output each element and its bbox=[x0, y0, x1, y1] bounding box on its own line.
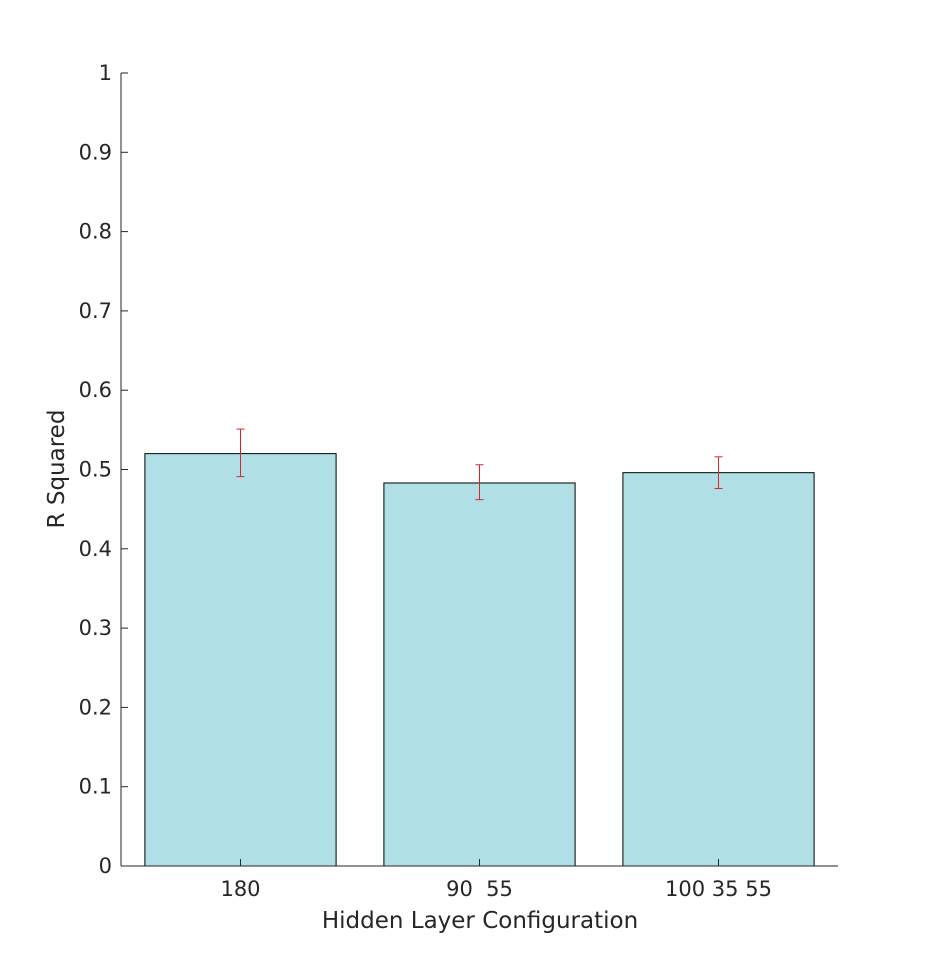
bar bbox=[383, 482, 576, 867]
y-tick-label: 0 bbox=[99, 854, 112, 878]
y-axis-title: R Squared bbox=[44, 410, 70, 529]
y-tick-label: 0.8 bbox=[79, 220, 112, 244]
x-tick-label: 90 55 bbox=[446, 877, 513, 901]
y-ticks-group: 0 0.1 0.2 0.3 0.4 0.5 0.6 0.7 0.8 0.9 1 bbox=[79, 61, 128, 878]
error-bar bbox=[236, 428, 245, 478]
error-bar bbox=[714, 456, 723, 490]
x-tick-label: 180 bbox=[220, 877, 260, 901]
x-axis-title: Hidden Layer Configuration bbox=[322, 908, 638, 934]
y-tick-label: 0.3 bbox=[79, 616, 112, 640]
error-bar bbox=[475, 464, 484, 501]
y-tick-label: 0.4 bbox=[79, 537, 112, 561]
x-tick-label: 100 35 55 bbox=[665, 877, 772, 901]
y-tick-label: 0.9 bbox=[79, 140, 112, 164]
bars-group bbox=[144, 453, 815, 867]
y-tick-label: 0.6 bbox=[79, 378, 112, 402]
y-tick-label: 1 bbox=[99, 61, 112, 85]
bar bbox=[144, 453, 337, 867]
y-tick-label: 0.1 bbox=[79, 775, 112, 799]
error-bars-group bbox=[236, 428, 723, 501]
x-ticks-group: 180 90 55 100 35 55 bbox=[220, 859, 772, 901]
bar bbox=[622, 472, 815, 867]
y-tick-label: 0.2 bbox=[79, 695, 112, 719]
y-tick-label: 0.5 bbox=[79, 458, 112, 482]
y-tick-label: 0.7 bbox=[79, 299, 112, 323]
